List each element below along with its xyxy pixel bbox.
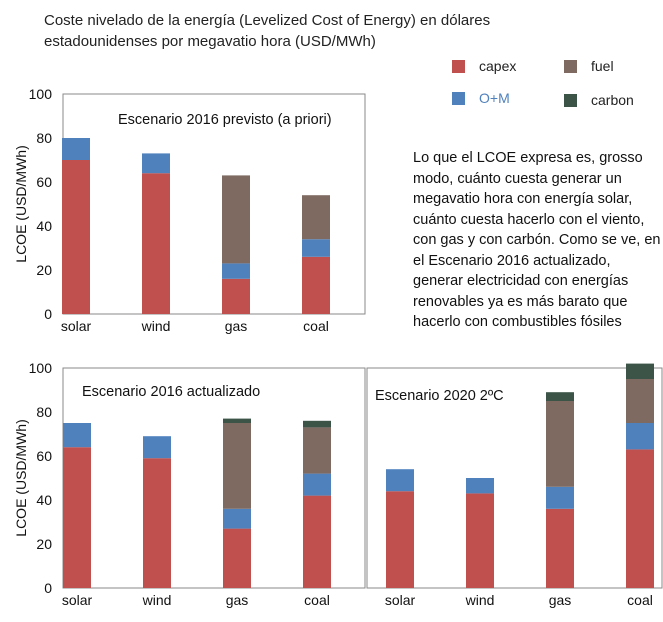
legend-item-fuel: fuel xyxy=(564,58,614,74)
bar-capex-gas xyxy=(222,278,250,314)
legend-label-carbon: carbon xyxy=(591,92,634,108)
x-tick-label-wind: wind xyxy=(142,592,172,608)
bar-fuel-gas xyxy=(222,175,250,264)
bar-capex-solar xyxy=(62,160,90,314)
bar-om-coal xyxy=(303,473,331,496)
legend-label-fuel: fuel xyxy=(591,58,614,74)
bar-fuel-gas xyxy=(546,401,574,487)
y-tick-label-60: 60 xyxy=(36,448,52,464)
legend-label-capex: capex xyxy=(479,58,517,74)
bar-om-coal xyxy=(302,239,330,257)
bar-capex-wind xyxy=(466,493,494,588)
chart-panel-3: solar wind gas coal Escenario 2020 2ºC xyxy=(366,363,663,608)
y-tick-label-80: 80 xyxy=(36,404,52,420)
chart-panel-2: solar wind gas coal 0 20 40 60 80 100 LCOE (USD/MW… xyxy=(13,360,366,608)
y-tick-label-40: 40 xyxy=(36,492,52,508)
y-tick-label-60: 60 xyxy=(36,174,52,190)
bar-fuel-coal xyxy=(303,427,331,474)
explanatory-note: Lo que el LCOE expresa es, grosso modo, … xyxy=(413,150,661,330)
chart-panel-1: solar wind gas coal 0 20 40 60 80 100 LCOE (USD/MW… xyxy=(13,86,366,334)
chart-frame xyxy=(62,93,366,315)
bar-om-wind xyxy=(142,153,170,174)
bar-capex-solar xyxy=(63,447,91,588)
legend-item-carbon: carbon xyxy=(564,92,634,108)
bar-carbon-coal xyxy=(303,420,331,428)
chart-title: Coste nivelado de la energía (Levelized … xyxy=(44,12,491,50)
bar-om-solar xyxy=(386,469,414,492)
legend-label-om: O+M xyxy=(479,90,510,106)
x-tick-label-wind: wind xyxy=(465,592,495,608)
y-tick-label-40: 40 xyxy=(36,218,52,234)
x-tick-label-gas: gas xyxy=(225,318,248,334)
panel-title: Escenario 2020 2ºC xyxy=(375,388,504,404)
x-tick-label-gas: gas xyxy=(226,592,249,608)
panel-title: Escenario 2016 previsto (a priori) xyxy=(118,112,332,128)
y-tick-label-20: 20 xyxy=(36,262,52,278)
y-tick-label-100: 100 xyxy=(29,86,53,102)
panel-title: Escenario 2016 actualizado xyxy=(82,384,260,400)
y-tick-label-100: 100 xyxy=(29,360,53,376)
x-tick-label-coal: coal xyxy=(303,318,329,334)
x-tick-label-coal: coal xyxy=(304,592,330,608)
x-tick-label-solar: solar xyxy=(61,318,92,334)
x-tick-label-solar: solar xyxy=(385,592,416,608)
legend-swatch-carbon xyxy=(564,93,577,107)
x-tick-label-gas: gas xyxy=(549,592,572,608)
bar-capex-wind xyxy=(142,173,170,314)
bar-capex-gas xyxy=(223,528,251,588)
chart-frame xyxy=(62,367,366,589)
bar-om-wind xyxy=(143,436,171,459)
bar-capex-coal xyxy=(626,449,654,588)
bar-carbon-gas xyxy=(546,392,574,401)
chart-frame xyxy=(366,367,663,589)
bar-om-gas xyxy=(223,508,251,529)
bar-capex-solar xyxy=(386,491,414,588)
bar-capex-coal xyxy=(303,495,331,588)
bar-om-wind xyxy=(466,478,494,494)
bar-om-gas xyxy=(222,263,250,279)
legend: capex O+M fuel carbon xyxy=(452,58,657,118)
y-axis-label: LCOE (USD/MWh) xyxy=(13,419,29,536)
legend-swatch-capex xyxy=(452,59,465,73)
bar-om-solar xyxy=(63,423,91,448)
bar-carbon-gas xyxy=(223,418,251,423)
bar-om-solar xyxy=(62,138,90,160)
x-tick-label-coal: coal xyxy=(627,592,653,608)
y-tick-label-0: 0 xyxy=(44,580,52,596)
bar-fuel-coal xyxy=(626,379,654,423)
legend-swatch-om xyxy=(452,91,465,105)
y-axis-label: LCOE (USD/MWh) xyxy=(13,145,29,262)
x-tick-label-solar: solar xyxy=(62,592,93,608)
bar-fuel-gas xyxy=(223,423,251,509)
y-tick-label-80: 80 xyxy=(36,130,52,146)
bar-capex-coal xyxy=(302,256,330,314)
x-tick-label-wind: wind xyxy=(141,318,171,334)
bar-fuel-coal xyxy=(302,195,330,240)
y-tick-label-0: 0 xyxy=(44,306,52,322)
bar-carbon-coal xyxy=(626,363,654,379)
y-tick-label-20: 20 xyxy=(36,536,52,552)
bar-capex-gas xyxy=(546,508,574,588)
legend-item-om: O+M xyxy=(452,90,510,106)
bar-capex-wind xyxy=(143,458,171,588)
legend-swatch-fuel xyxy=(564,59,577,73)
legend-item-capex: capex xyxy=(452,58,516,74)
bar-om-gas xyxy=(546,486,574,509)
bar-om-coal xyxy=(626,423,654,450)
